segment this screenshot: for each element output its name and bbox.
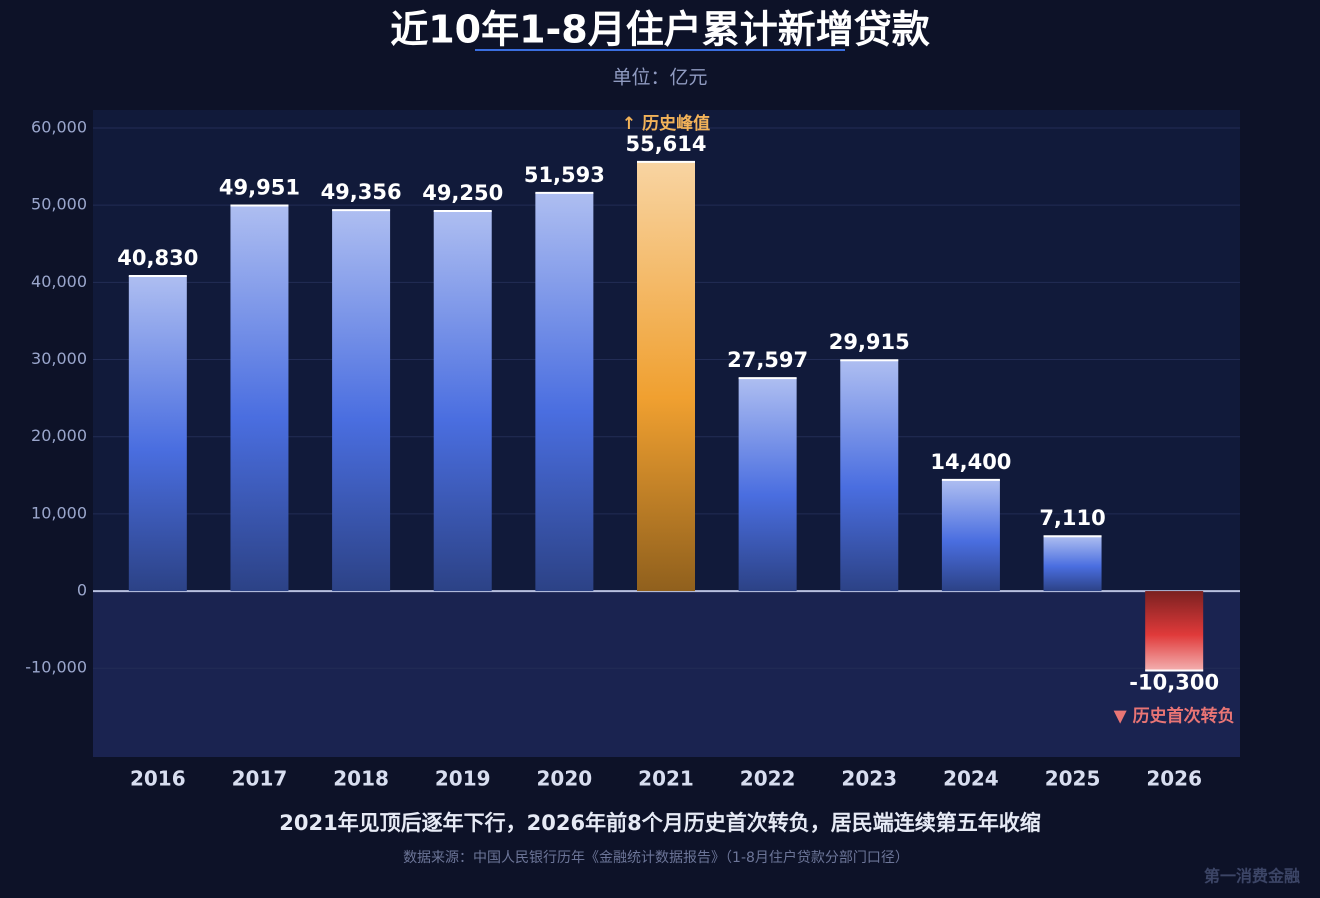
bar — [1145, 591, 1204, 671]
value-label: 49,356 — [321, 180, 402, 204]
bar — [230, 205, 289, 592]
bar — [637, 161, 695, 592]
x-tick-label: 2019 — [435, 767, 491, 791]
chart-title: 近10年1-8月住户累计新增贷款 — [390, 8, 930, 52]
value-label: 49,250 — [422, 181, 503, 205]
y-tick-label: 60,000 — [31, 118, 87, 137]
x-tick-label: 2017 — [232, 767, 288, 791]
x-tick-label: 2025 — [1045, 767, 1101, 791]
caption: 2021年见顶后逐年下行，2026年前8个月历史首次转负，居民端连续第五年收缩 — [279, 811, 1041, 835]
x-tick-label: 2023 — [841, 767, 897, 791]
value-label: 55,614 — [625, 132, 706, 156]
value-label: 29,915 — [829, 330, 910, 354]
bar — [738, 378, 797, 592]
bar — [840, 360, 899, 592]
x-tick-label: 2018 — [333, 767, 389, 791]
y-tick-label: 30,000 — [31, 349, 87, 368]
bar — [535, 192, 594, 592]
x-tick-label: 2016 — [130, 767, 186, 791]
annotation: ↑ 历史峰值 — [622, 113, 710, 134]
value-label: 7,110 — [1039, 506, 1105, 530]
bar — [1043, 536, 1102, 592]
value-label: 49,951 — [219, 176, 300, 200]
x-tick-label: 2020 — [537, 767, 593, 791]
source: 数据来源：中国人民银行历年《金融统计数据报告》（1-8月住户贷款分部门口径） — [403, 849, 909, 866]
y-tick-label: 40,000 — [31, 272, 87, 291]
value-label: 40,830 — [117, 246, 198, 270]
bar — [941, 479, 1000, 592]
x-tick-label: 2022 — [740, 767, 796, 791]
y-tick-label: -10,000 — [25, 658, 87, 677]
annotation: ▼ 历史首次转负 — [1114, 706, 1235, 727]
value-label: -10,300 — [1129, 671, 1219, 695]
bar — [332, 210, 391, 592]
bar — [128, 275, 187, 592]
x-tick-label: 2026 — [1146, 767, 1202, 791]
bar — [433, 210, 492, 592]
value-label: 51,593 — [524, 163, 605, 187]
y-tick-label: 50,000 — [31, 195, 87, 214]
value-label: 14,400 — [930, 450, 1011, 474]
y-tick-label: 10,000 — [31, 503, 87, 522]
x-tick-label: 2021 — [638, 767, 694, 791]
watermark: 第一消费金融 — [1204, 867, 1300, 886]
y-tick-label: 0 — [77, 581, 87, 600]
y-tick-label: 20,000 — [31, 426, 87, 445]
chart-subtitle: 单位：亿元 — [612, 67, 707, 89]
x-tick-label: 2024 — [943, 767, 999, 791]
negative-region — [93, 591, 1240, 757]
value-label: 27,597 — [727, 348, 808, 372]
